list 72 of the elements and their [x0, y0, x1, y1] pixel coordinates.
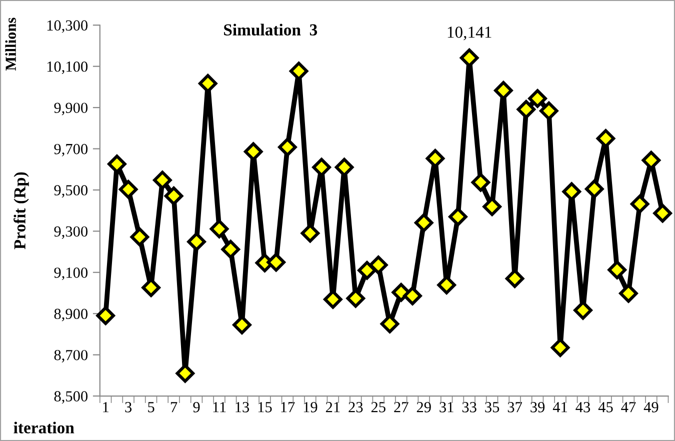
point [266, 252, 286, 272]
point [426, 149, 445, 168]
x-tick-label: 25 [371, 402, 386, 412]
x-tick-label: 17 [281, 402, 295, 412]
point [164, 186, 184, 206]
x-tick-label: 47 [621, 402, 636, 412]
point [118, 180, 138, 199]
point [505, 269, 524, 288]
point [403, 286, 422, 306]
point [221, 240, 240, 259]
y-tick-label: 8,500 [54, 391, 88, 404]
point [369, 256, 388, 274]
point [210, 220, 229, 238]
point [516, 100, 536, 119]
point [653, 204, 672, 223]
point [448, 207, 468, 226]
y-tick-label: 9,100 [54, 268, 88, 280]
x-tick-label: 37 [508, 402, 522, 412]
data-label: 10,141 [448, 26, 492, 40]
x-axis-title: iteration [14, 422, 74, 434]
x-tick-label: 1 [103, 402, 108, 412]
x-tick-label: 33 [462, 402, 476, 412]
point [380, 314, 400, 334]
x-tick-label: 11 [213, 402, 226, 412]
y-tick-label: 8,700 [54, 350, 88, 362]
y-tick-label: 10,300 [47, 20, 88, 33]
x-tick-label: 5 [148, 402, 154, 412]
y-tick-label: 9,900 [54, 102, 88, 116]
x-tick-label: 27 [394, 402, 408, 412]
y-tick-label: 9,700 [54, 144, 88, 156]
point [596, 129, 616, 148]
x-tick-label: 21 [326, 402, 340, 412]
point [608, 260, 626, 280]
point [528, 89, 547, 108]
point [130, 228, 150, 246]
chart-title: Simulation 3 [224, 24, 318, 36]
point [232, 316, 252, 334]
y-tick-label: 9,500 [54, 185, 88, 198]
point [198, 74, 218, 93]
x-tick-label: 19 [304, 402, 318, 412]
x-tick-label: 29 [416, 402, 431, 412]
point [289, 62, 308, 80]
point [630, 194, 650, 214]
point [540, 101, 558, 120]
y-axis-title: Profit (Rp) [14, 172, 29, 250]
x-tick-label: 3 [125, 402, 132, 412]
x-tick-label: 43 [576, 402, 590, 412]
text: Millions [5, 18, 16, 71]
x-tick-label: 13 [236, 402, 250, 412]
point [414, 213, 434, 232]
y-tick-label: 10,100 [47, 61, 88, 74]
x-tick-label: 7 [170, 402, 178, 412]
x-tick-label: 39 [530, 402, 545, 412]
x-tick-label: 45 [598, 402, 613, 412]
x-tick-label: 49 [644, 402, 658, 412]
x-tick-label: 15 [258, 402, 272, 412]
x-tick-label: 23 [348, 402, 363, 412]
x-tick-label: 31 [440, 402, 454, 412]
point [619, 284, 638, 303]
x-tick-label: 9 [193, 402, 200, 412]
point [494, 81, 513, 100]
x-tick-label: 41 [552, 402, 567, 412]
point [153, 170, 172, 190]
point [584, 180, 604, 198]
point [471, 172, 490, 192]
point [278, 138, 297, 156]
y-tick-label: 8,900 [54, 308, 88, 322]
point [358, 260, 376, 280]
point [187, 232, 206, 252]
point [96, 306, 115, 326]
y-tick-label: 9,300 [54, 226, 88, 239]
x-tick-label: 35 [485, 402, 500, 412]
